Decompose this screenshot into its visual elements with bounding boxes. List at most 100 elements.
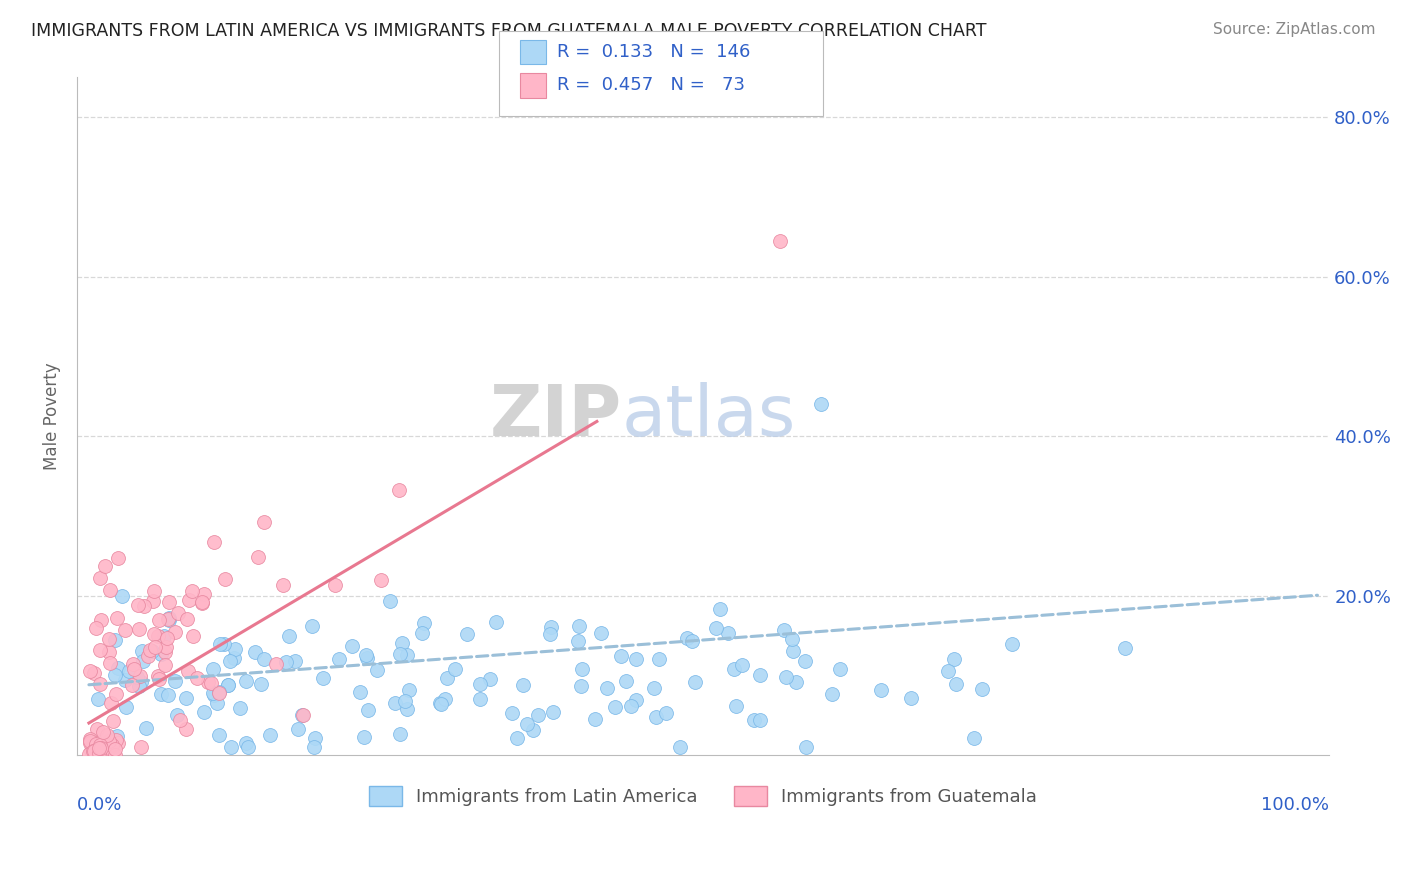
Point [205, 696, 228, 710]
Point [82, 739, 104, 754]
Point [512, 678, 534, 692]
Point [389, 727, 412, 741]
Point [83, 744, 105, 758]
Point [235, 736, 257, 750]
Point [209, 637, 232, 651]
Point [167, 607, 190, 621]
Point [709, 602, 731, 616]
Point [79, 664, 101, 678]
Point [259, 728, 281, 742]
Point [86, 723, 108, 737]
Point [568, 618, 591, 632]
Point [201, 661, 224, 675]
Point [434, 692, 457, 706]
Point [945, 677, 967, 691]
Point [122, 662, 145, 676]
Point [150, 686, 173, 700]
Point [127, 598, 149, 612]
Point [526, 707, 548, 722]
Point [98, 740, 121, 755]
Point [177, 664, 200, 678]
Point [141, 644, 163, 658]
Point [83, 666, 105, 681]
Point [131, 654, 153, 668]
Point [794, 655, 817, 669]
Text: ZIP: ZIP [489, 382, 621, 450]
Point [79, 736, 101, 750]
Point [357, 703, 380, 717]
Point [121, 657, 143, 671]
Point [291, 708, 314, 723]
Point [785, 674, 807, 689]
Point [208, 686, 231, 700]
Point [569, 679, 592, 693]
Point [129, 669, 152, 683]
Point [485, 615, 508, 630]
Legend: Immigrants from Latin America, Immigrants from Guatemala: Immigrants from Latin America, Immigrant… [363, 779, 1045, 814]
Point [80, 744, 103, 758]
Point [287, 722, 309, 736]
Point [169, 713, 191, 727]
Point [125, 670, 148, 684]
Text: R =  0.457   N =   73: R = 0.457 N = 73 [557, 77, 745, 95]
Point [96, 728, 118, 742]
Point [253, 652, 276, 666]
Point [253, 516, 276, 530]
Point [89, 741, 111, 756]
Point [541, 705, 564, 719]
Point [155, 645, 177, 659]
Point [131, 643, 153, 657]
Point [398, 683, 420, 698]
Point [204, 534, 226, 549]
Point [218, 653, 240, 667]
Point [134, 599, 156, 614]
Point [143, 640, 166, 654]
Point [624, 652, 647, 666]
Point [323, 578, 346, 592]
Point [304, 731, 326, 745]
Point [277, 629, 299, 643]
Point [149, 648, 172, 662]
Point [749, 668, 772, 682]
Point [114, 673, 136, 688]
Point [596, 681, 619, 695]
Point [583, 712, 606, 726]
Point [107, 661, 129, 675]
Point [128, 622, 150, 636]
Point [1001, 637, 1024, 651]
Point [191, 595, 214, 609]
Point [142, 594, 165, 608]
Point [163, 625, 186, 640]
Point [605, 699, 627, 714]
Point [821, 687, 844, 701]
Point [591, 625, 613, 640]
Point [155, 640, 177, 654]
Point [104, 747, 127, 762]
Point [366, 663, 388, 677]
Point [312, 672, 335, 686]
Point [246, 550, 269, 565]
Point [148, 672, 170, 686]
Point [82, 744, 104, 758]
Point [224, 641, 246, 656]
Point [396, 702, 419, 716]
Point [731, 658, 754, 673]
Point [186, 671, 208, 685]
Point [388, 647, 411, 661]
Point [468, 691, 491, 706]
Point [143, 583, 166, 598]
Point [245, 645, 267, 659]
Point [202, 686, 225, 700]
Point [869, 683, 891, 698]
Point [328, 651, 350, 665]
Point [208, 685, 231, 699]
Point [114, 623, 136, 637]
Point [274, 655, 297, 669]
Point [567, 634, 589, 648]
Point [94, 558, 117, 573]
Point [86, 745, 108, 759]
Point [153, 658, 176, 673]
Point [669, 739, 692, 754]
Point [538, 626, 561, 640]
Point [153, 629, 176, 643]
